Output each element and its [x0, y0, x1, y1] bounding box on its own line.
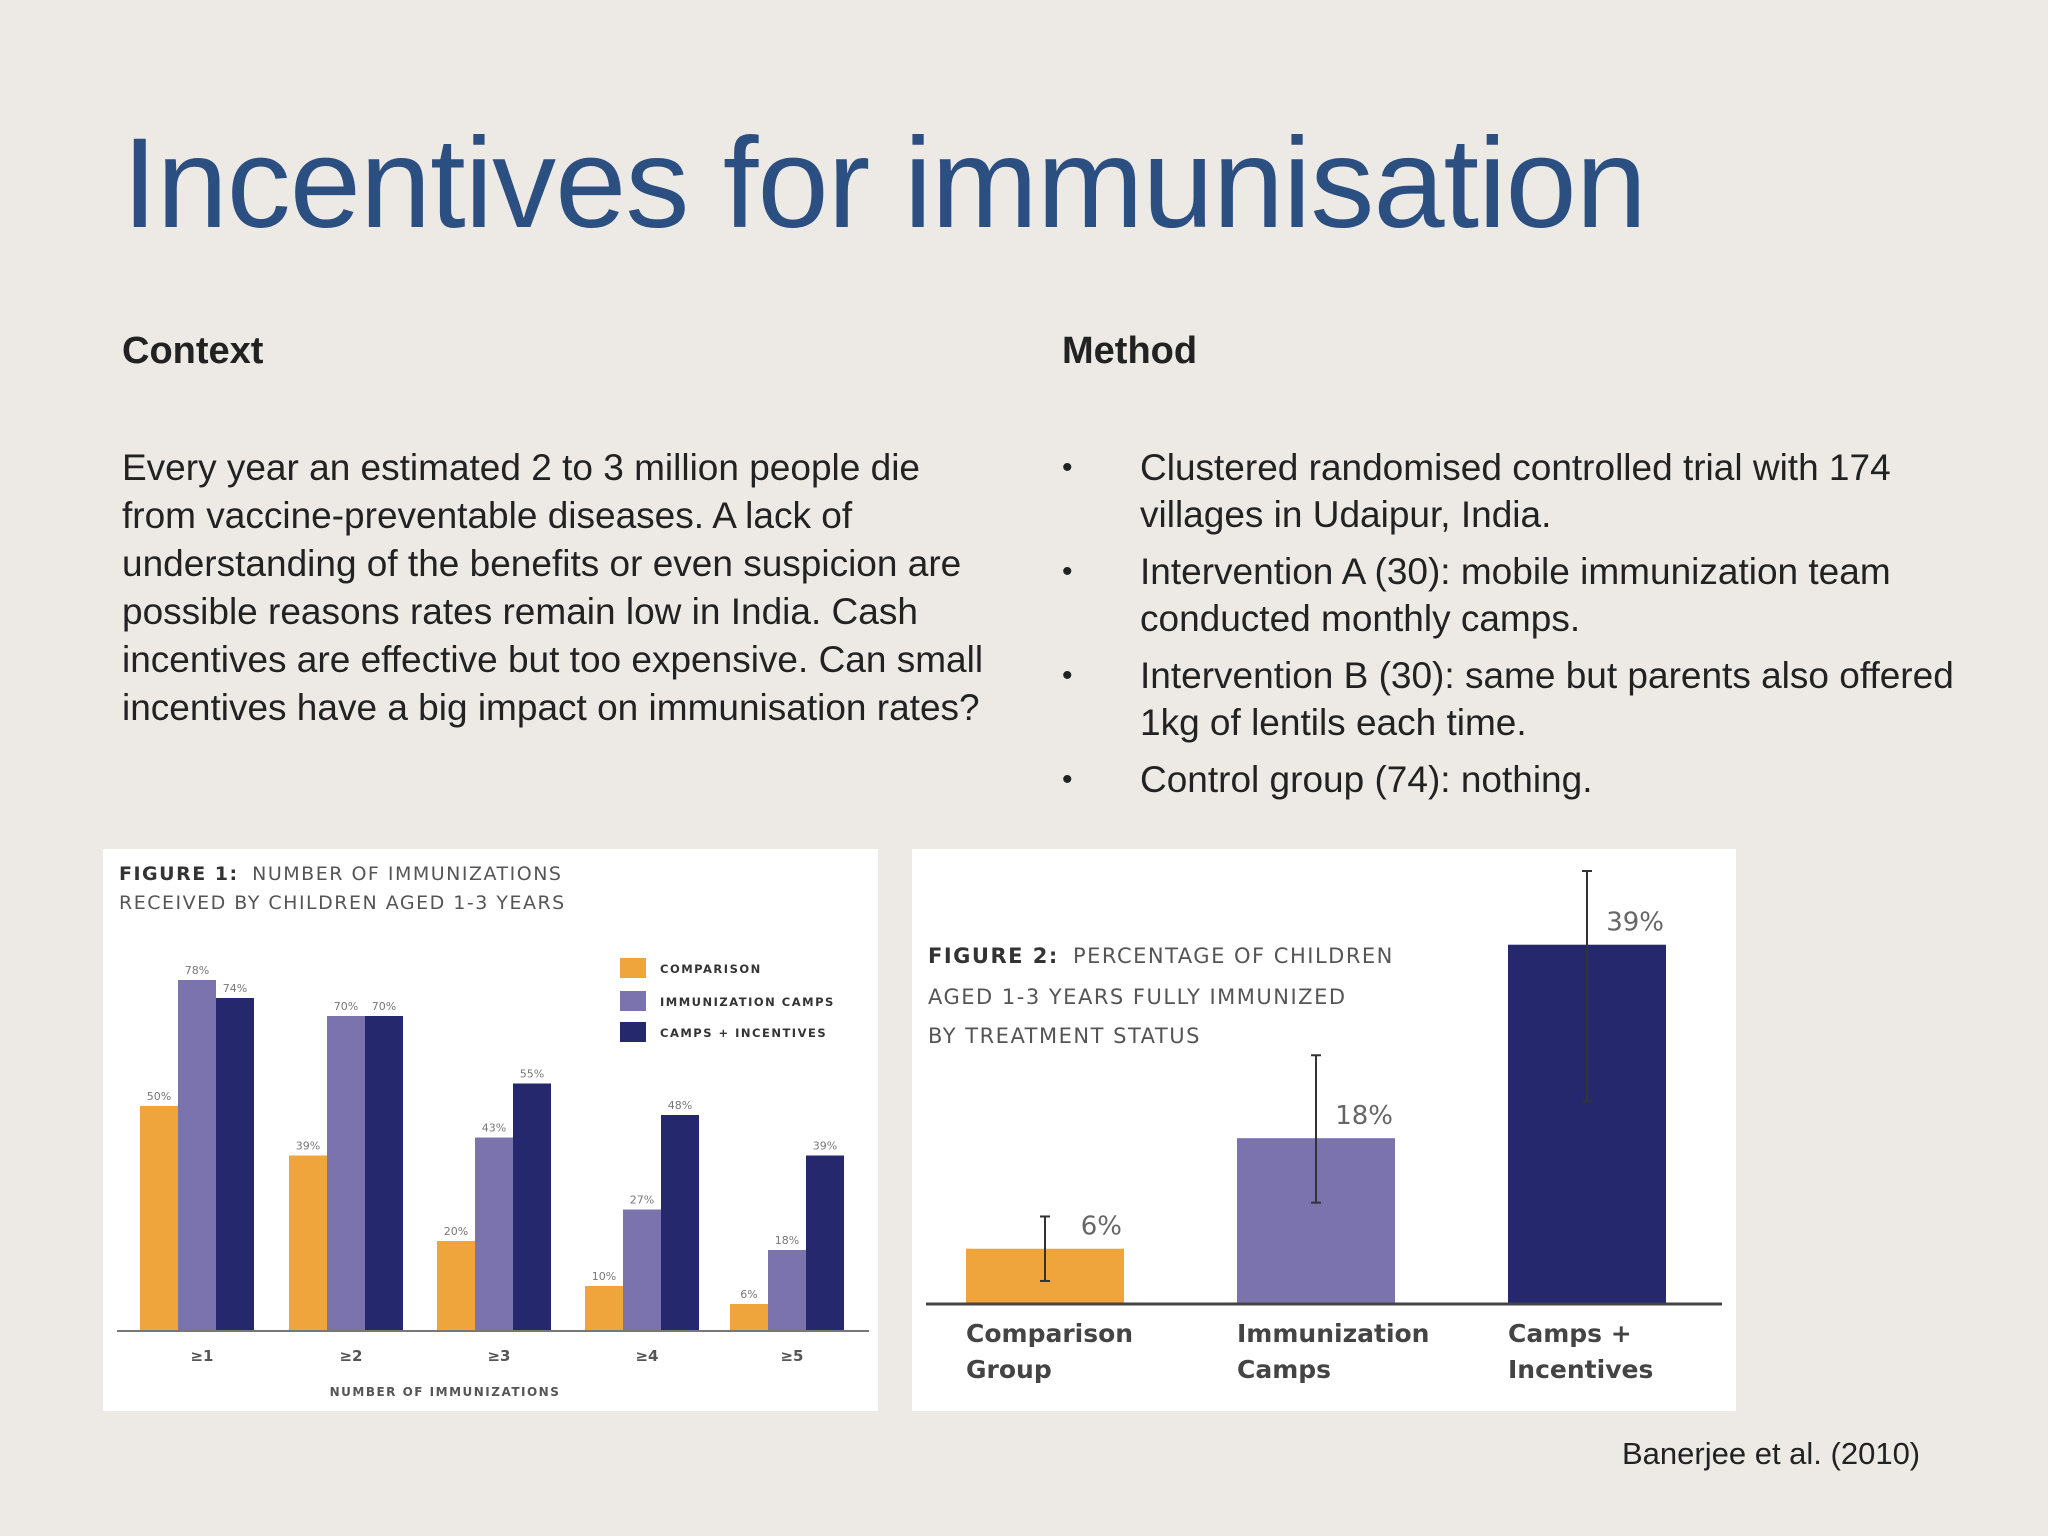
fig2-tick-label: Group — [966, 1355, 1052, 1384]
fig1-data-label: 20% — [444, 1225, 468, 1238]
fig1-bar — [437, 1241, 475, 1331]
fig2-title-line1: PERCENTAGE OF CHILDREN — [1073, 944, 1394, 968]
fig2-data-label: 39% — [1606, 908, 1664, 938]
fig1-data-label: 10% — [592, 1270, 616, 1283]
fig2-tick-label: Comparison — [966, 1319, 1133, 1348]
method-item-text: Intervention B (30): same but parents al… — [1140, 655, 1954, 743]
fig1-x-axis-label: NUMBER OF IMMUNIZATIONS — [330, 1385, 561, 1399]
fig1-data-label: 48% — [668, 1099, 692, 1112]
fig1-data-label: 74% — [223, 982, 247, 995]
fig1-tick-label: ≥4 — [635, 1347, 658, 1365]
method-item-text: Control group (74): nothing. — [1140, 759, 1593, 800]
slide-title: Incentives for immunisation — [122, 112, 1647, 255]
method-heading: Method — [1062, 330, 1198, 372]
fig2-data-label: 6% — [1081, 1212, 1122, 1242]
fig1-bar — [623, 1209, 661, 1331]
fig1-data-label: 70% — [334, 1000, 358, 1013]
fig1-data-label: 18% — [775, 1234, 799, 1247]
method-item: • Intervention A (30): mobile immunizatio… — [1062, 548, 2002, 642]
bullet-icon: • — [1062, 555, 1073, 588]
fig1-bar — [661, 1115, 699, 1331]
context-paragraph: Every year an estimated 2 to 3 million p… — [122, 447, 984, 728]
figure-2-svg: FIGURE 2: PERCENTAGE OF CHILDREN AGED 1-… — [926, 870, 1722, 1384]
fig2-tick-label: Immunization — [1237, 1319, 1429, 1348]
method-item-text: Intervention A (30): mobile immunization… — [1140, 551, 1891, 639]
fig1-data-label: 43% — [482, 1122, 506, 1135]
svg-text:FIGURE 1: NUMBER OF IMMU: FIGURE 1: NUMBER OF IMMUNIZATIONS — [119, 863, 562, 885]
fig2-tick-label: Camps — [1237, 1355, 1331, 1384]
fig1-data-label: 27% — [630, 1194, 654, 1207]
citation: Banerjee et al. (2010) — [1622, 1436, 1921, 1471]
fig1-data-label: 55% — [520, 1068, 544, 1081]
fig1-bar — [585, 1286, 623, 1331]
fig1-data-label: 39% — [813, 1140, 837, 1153]
bullet-icon: • — [1062, 451, 1073, 484]
fig2-title-bold: FIGURE 2: — [928, 944, 1059, 968]
fig1-bar — [365, 1016, 403, 1331]
method-item: • Control group (74): nothing. — [1062, 756, 2002, 803]
method-list: • Clustered randomised controlled trial w… — [1062, 444, 2002, 813]
fig1-bar — [513, 1083, 551, 1331]
fig1-data-label: 70% — [372, 1000, 396, 1013]
figure-1-chart: FIGURE 1: NUMBER OF IMMUNIZATIONS RECEIV… — [103, 849, 878, 1411]
fig1-bar — [289, 1155, 327, 1331]
fig1-bar — [768, 1250, 806, 1331]
fig1-data-label: 6% — [740, 1288, 757, 1301]
fig1-tick-label: ≥3 — [487, 1347, 510, 1365]
fig1-data-label: 78% — [185, 964, 209, 977]
fig2-tick-label: Incentives — [1508, 1355, 1653, 1384]
fig1-tick-label: ≥2 — [339, 1347, 362, 1365]
fig1-data-label: 39% — [296, 1140, 320, 1153]
figure-2-chart: FIGURE 2: PERCENTAGE OF CHILDREN AGED 1-… — [912, 849, 1736, 1411]
fig1-bar — [730, 1304, 768, 1331]
bullet-icon: • — [1062, 659, 1073, 692]
fig2-title-line3: BY TREATMENT STATUS — [928, 1024, 1201, 1048]
fig1-legend-label: CAMPS + INCENTIVES — [660, 1026, 827, 1040]
fig1-tick-label: ≥5 — [780, 1347, 803, 1365]
figure-1-svg: FIGURE 1: NUMBER OF IMMUNIZATIONS RECEIV… — [117, 863, 869, 1399]
fig1-title-line1: NUMBER OF IMMUNIZATIONS — [252, 863, 562, 885]
method-item: • Clustered randomised controlled trial w… — [1062, 444, 2002, 538]
fig1-tick-label: ≥1 — [190, 1347, 213, 1365]
fig2-data-label: 18% — [1335, 1101, 1393, 1131]
fig1-title-bold: FIGURE 1: — [119, 863, 239, 885]
svg-text:FIGURE 2: PERCENTAGE OF: FIGURE 2: PERCENTAGE OF CHILDREN — [928, 944, 1394, 968]
fig1-bar — [140, 1106, 178, 1331]
fig1-bar — [178, 980, 216, 1331]
fig1-title-line2: RECEIVED BY CHILDREN AGED 1-3 YEARS — [119, 892, 566, 914]
fig1-bar — [216, 998, 254, 1331]
fig1-legend-swatch — [620, 1022, 646, 1042]
fig1-legend-label: COMPARISON — [660, 962, 762, 976]
method-item: • Intervention B (30): same but parents a… — [1062, 652, 2002, 746]
fig1-legend-swatch — [620, 958, 646, 978]
context-heading: Context — [122, 330, 264, 372]
fig1-bar — [327, 1016, 365, 1331]
fig2-title-line2: AGED 1-3 YEARS FULLY IMMUNIZED — [928, 985, 1347, 1009]
fig1-bar — [475, 1137, 513, 1331]
fig1-legend-swatch — [620, 991, 646, 1011]
bullet-icon: • — [1062, 763, 1073, 796]
fig2-tick-label: Camps + — [1508, 1319, 1632, 1348]
fig1-data-label: 50% — [147, 1090, 171, 1103]
method-item-text: Clustered randomised controlled trial wi… — [1140, 447, 1891, 535]
fig1-bar — [806, 1155, 844, 1331]
fig1-legend-label: IMMUNIZATION CAMPS — [660, 995, 835, 1009]
